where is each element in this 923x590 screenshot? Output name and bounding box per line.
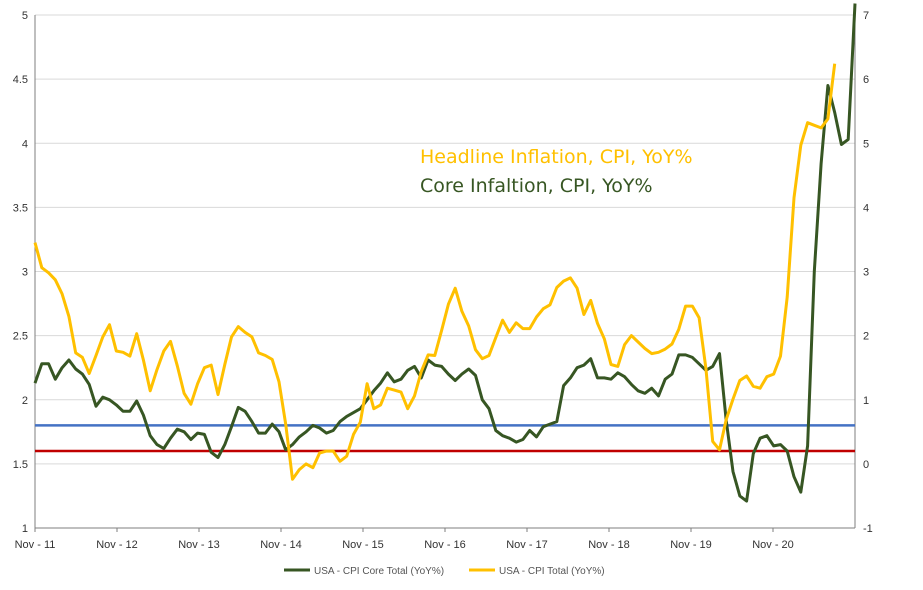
x-tick-label: Nov - 14: [260, 539, 302, 551]
left-tick-label: 1.5: [13, 459, 28, 471]
x-tick-label: Nov - 18: [588, 539, 630, 551]
left-tick-label: 4.5: [13, 74, 28, 86]
right-tick-label: 1: [863, 395, 869, 407]
right-tick-label: 4: [863, 202, 869, 214]
x-tick-label: Nov - 19: [670, 539, 712, 551]
legend: USA - CPI Core Total (YoY%) USA - CPI To…: [284, 566, 605, 577]
left-tick-label: 2: [22, 395, 28, 407]
legend-label-headline: USA - CPI Total (YoY%): [499, 566, 605, 577]
x-tick-label: Nov - 12: [96, 539, 138, 551]
x-tick-label: Nov - 17: [506, 539, 548, 551]
right-tick-label: 7: [863, 10, 869, 22]
x-tick-label: Nov - 15: [342, 539, 384, 551]
right-tick-label: 5: [863, 138, 869, 150]
left-axis-ticks: 1 1.5 2 2.5 3 3.5 4 4.5 5: [13, 10, 28, 535]
left-tick-label: 4: [22, 138, 28, 150]
left-tick-label: 5: [22, 10, 28, 22]
left-tick-label: 1: [22, 523, 28, 535]
right-axis-ticks: -1 0 1 2 3 4 5 6 7: [863, 10, 873, 535]
x-tick-label: Nov - 16: [424, 539, 466, 551]
right-tick-label: -1: [863, 523, 873, 535]
x-tick-label: Nov - 20: [752, 539, 794, 551]
series-line-headline: [33, 63, 837, 481]
series-line-core: [33, 3, 857, 503]
annotation-core: Core Infaltion, CPI, YoY%: [420, 175, 653, 197]
series-lines: [33, 3, 857, 503]
x-tick-label: Nov - 13: [178, 539, 220, 551]
x-axis-ticks: Nov - 11 Nov - 12 Nov - 13 Nov - 14 Nov - 15…: [15, 528, 794, 551]
right-tick-label: 6: [863, 74, 869, 86]
x-tick-label: Nov - 11: [15, 539, 56, 551]
right-tick-label: 2: [863, 331, 869, 343]
legend-label-core: USA - CPI Core Total (YoY%): [314, 566, 444, 577]
gridlines: [35, 14, 855, 465]
left-tick-label: 2.5: [13, 331, 28, 343]
reference-lines: [35, 424, 855, 453]
right-tick-label: 0: [863, 459, 869, 471]
annotation-headline: Headline Inflation, CPI, YoY%: [420, 146, 693, 168]
left-tick-label: 3: [22, 267, 28, 279]
right-tick-label: 3: [863, 267, 869, 279]
left-tick-label: 3.5: [13, 202, 28, 214]
